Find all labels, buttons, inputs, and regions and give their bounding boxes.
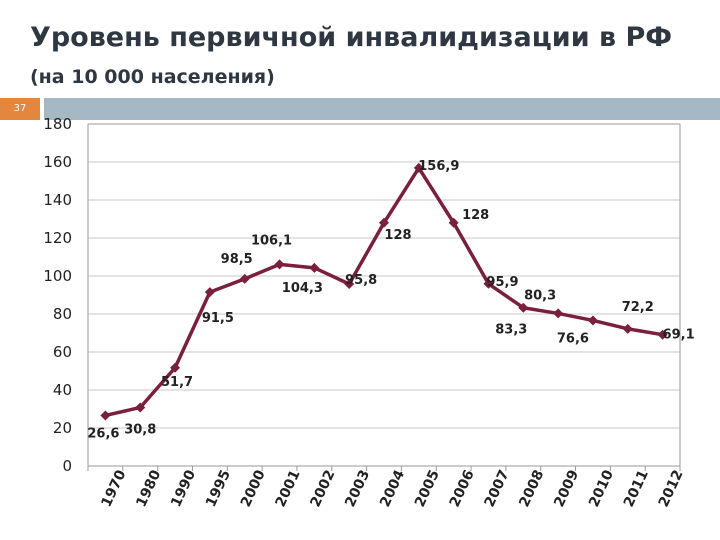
data-point xyxy=(448,217,459,228)
data-label: 91,5 xyxy=(202,311,234,326)
data-label: 95,9 xyxy=(486,275,518,290)
x-tick-label: 2003 xyxy=(342,468,373,510)
data-label: 83,3 xyxy=(495,323,527,338)
data-label: 106,1 xyxy=(251,233,292,248)
data-point xyxy=(135,402,146,413)
data-label: 95,8 xyxy=(345,273,377,288)
y-tick-label: 120 xyxy=(43,229,72,247)
data-point xyxy=(587,315,598,326)
data-point xyxy=(204,287,215,298)
data-point xyxy=(622,323,633,334)
data-point xyxy=(309,262,320,273)
data-point xyxy=(100,410,111,421)
y-tick-label: 160 xyxy=(43,153,72,171)
x-tick-label: 2005 xyxy=(412,468,443,510)
x-tick-label: 2010 xyxy=(586,467,617,509)
y-tick-label: 140 xyxy=(43,191,72,209)
data-label: 51,7 xyxy=(161,375,193,390)
x-tick-label: 2002 xyxy=(307,468,338,510)
data-point xyxy=(518,302,529,313)
y-tick-label: 100 xyxy=(43,267,72,285)
x-tick-label: 1970 xyxy=(99,467,130,509)
data-label: 76,6 xyxy=(557,331,589,346)
data-point xyxy=(657,329,668,340)
data-point xyxy=(170,362,181,373)
x-tick-label: 2007 xyxy=(482,468,513,510)
data-point xyxy=(413,162,424,173)
x-tick-label: 2011 xyxy=(621,468,652,510)
data-label: 69,1 xyxy=(663,328,695,343)
x-tick-label: 1990 xyxy=(168,467,199,509)
x-tick-label: 2000 xyxy=(238,467,269,509)
x-tick-label: 2008 xyxy=(516,468,547,510)
data-point xyxy=(239,273,250,284)
slide-subtitle: (на 10 000 населения) xyxy=(30,66,275,88)
x-tick-label: 2012 xyxy=(656,468,687,510)
data-label: 98,5 xyxy=(221,252,253,267)
x-tick-label: 1995 xyxy=(203,468,234,510)
y-tick-label: 80 xyxy=(53,305,72,323)
y-tick-label: 40 xyxy=(53,381,72,399)
data-point xyxy=(344,278,355,289)
header-bar xyxy=(44,98,720,120)
data-label: 128 xyxy=(462,208,489,223)
y-tick-label: 180 xyxy=(43,115,72,133)
y-tick-label: 20 xyxy=(53,419,72,437)
data-point xyxy=(553,308,564,319)
x-tick-label: 1980 xyxy=(133,467,164,509)
slide-title: Уровень первичной инвалидизации в РФ xyxy=(30,22,673,53)
plot-frame xyxy=(87,123,681,467)
data-label: 30,8 xyxy=(124,422,156,437)
data-label: 128 xyxy=(384,228,411,243)
data-point xyxy=(274,259,285,270)
data-label: 80,3 xyxy=(524,288,556,303)
x-tick-label: 2006 xyxy=(447,468,478,510)
data-label: 156,9 xyxy=(418,159,459,174)
y-tick-label: 60 xyxy=(53,343,72,361)
data-label: 26,6 xyxy=(87,426,119,441)
y-tick-label: 0 xyxy=(62,457,72,475)
data-label: 72,2 xyxy=(622,300,654,315)
slide-number: 37 xyxy=(0,98,40,120)
x-tick-label: 2001 xyxy=(273,468,304,510)
x-tick-label: 2004 xyxy=(377,467,408,509)
data-point xyxy=(379,217,389,228)
data-label: 104,3 xyxy=(282,281,323,296)
data-point xyxy=(483,278,494,289)
x-tick-label: 2009 xyxy=(551,468,582,510)
